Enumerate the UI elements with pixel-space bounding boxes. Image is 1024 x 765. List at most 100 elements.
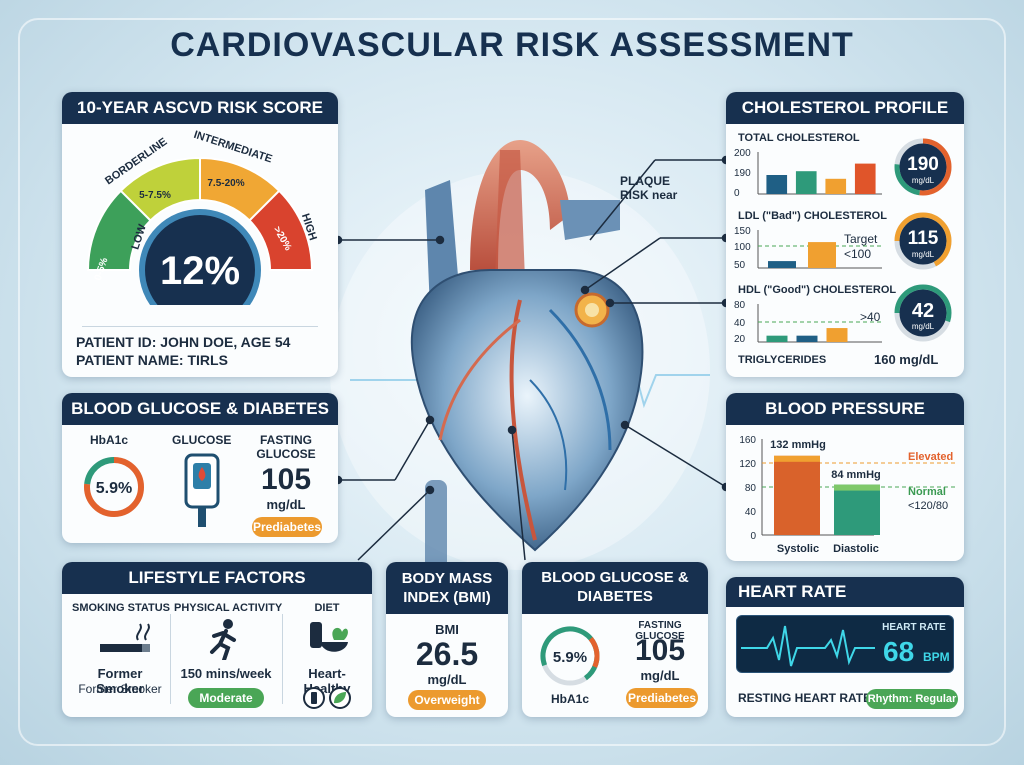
ascvd-panel: 10-YEAR ASCVD RISK SCORE 12% LOW 0-5% BO…	[62, 92, 338, 377]
chart-bar	[826, 328, 848, 342]
ascvd-header: 10-YEAR ASCVD RISK SCORE	[62, 92, 338, 124]
patient-name: PATIENT NAME: TIRLS	[76, 352, 228, 368]
triglycerides-value: 160 mg/dL	[874, 352, 939, 367]
fasting-glucose-label-center: FASTING GLUCOSE	[635, 620, 685, 642]
divider	[170, 614, 171, 704]
hdl-chart: 80 40 20	[734, 300, 882, 345]
resting-heart-rate-label: RESTING HEART RATE:	[738, 691, 876, 705]
chart-bar	[795, 171, 817, 194]
heart-rate-value: 68	[883, 636, 915, 667]
heart-rate-monitor: HEART RATE 68 BPM	[736, 615, 954, 673]
gauge-intermediate-range: 7.5-20%	[207, 178, 244, 189]
physical-activity-label: PHYSICAL ACTIVITY	[174, 602, 283, 614]
divider	[82, 326, 318, 327]
hba1c-value: 5.9%	[96, 480, 132, 497]
fasting-glucose-value: 105	[260, 463, 312, 496]
bmi-label: BMI	[435, 622, 459, 637]
running-person-icon	[210, 619, 236, 660]
chart-bar	[808, 242, 836, 268]
chart-bar	[766, 335, 788, 342]
ascvd-gauge: 12% LOW 0-5% BORDERLINE 5-7.5% INTERMEDI…	[86, 130, 319, 305]
tick-label: 80	[745, 483, 757, 494]
tick-label: 40	[734, 318, 746, 329]
systolic-value: 132 mmHg	[770, 439, 826, 451]
tick-label: 20	[734, 334, 746, 345]
tick-label: 80	[734, 300, 746, 311]
ldl-unit: mg/dL	[912, 250, 935, 259]
tick-label: 50	[734, 260, 746, 271]
divider	[282, 614, 283, 704]
healthy-food-icon	[310, 622, 348, 652]
normal-label: Normal	[908, 486, 946, 498]
hba1c-ring-center: 5.9%	[540, 626, 600, 686]
blood-pressure-chart: 160 120 80 40 0 132 mmHg 84 mmHg Systoli…	[739, 435, 956, 555]
triglycerides-label: TRIGLYCERIDES	[738, 354, 827, 366]
bmi-header: BODY MASS INDEX (BMI)	[386, 562, 508, 614]
glucose-panel-left: BLOOD GLUCOSE & DIABETES HbA1c 5.9% GLUC…	[62, 393, 338, 543]
prediabetes-badge: Prediabetes	[252, 517, 322, 537]
blood-pressure-panel: BLOOD PRESSURE 160 120 80 40 0 132 mmHg …	[726, 393, 964, 561]
tick-label: 200	[734, 148, 751, 159]
bmi-value: 26.5	[415, 636, 479, 672]
diastolic-value: 84 mmHg	[831, 469, 881, 481]
glucose-left-header: BLOOD GLUCOSE & DIABETES	[62, 393, 338, 425]
cigarette-icon	[100, 623, 150, 652]
chart-bar	[796, 335, 818, 342]
heart-rate-unit: BPM	[923, 650, 950, 664]
patient-id: PATIENT ID: JOHN DOE, AGE 54	[76, 334, 291, 350]
hba1c-ring: 5.9%	[84, 457, 144, 517]
hdl-value: 42	[912, 300, 934, 322]
tick-label: 190	[734, 168, 751, 179]
total-cholesterol-chart: 200 190 0	[734, 148, 882, 199]
glucose-label: GLUCOSE	[172, 433, 232, 447]
bmi-unit: mg/dL	[427, 672, 467, 687]
systolic-label: Systolic	[777, 543, 819, 555]
gauge-borderline-range: 5-7.5%	[139, 190, 171, 201]
chart-bar-cap	[774, 455, 820, 462]
chart-bar	[768, 261, 796, 268]
page-frame	[18, 18, 1006, 746]
blood-pressure-header: BLOOD PRESSURE	[726, 393, 964, 425]
hdl-ring: 42 mg/dL	[894, 284, 952, 342]
heart-rate-monitor-label: HEART RATE	[882, 622, 946, 633]
plaque-risk-label: PLAQUE RISK near	[620, 174, 678, 202]
ecg-line-icon	[741, 625, 875, 667]
ldl-label: LDL ("Bad") CHOLESTEROL	[738, 210, 887, 222]
physical-activity-value: 150 mins/week	[180, 666, 272, 681]
ldl-chart: 150 100 50	[734, 226, 882, 271]
ldl-value: 115	[908, 228, 939, 249]
lifestyle-header: LIFESTYLE FACTORS	[62, 562, 372, 594]
chart-bar	[834, 484, 880, 535]
lifestyle-panel: LIFESTYLE FACTORS SMOKING STATUS Former …	[62, 562, 372, 717]
hba1c-label-center: HbA1c	[550, 692, 589, 706]
moderate-badge: Moderate	[188, 688, 264, 708]
ldl-ring: 115 mg/dL	[894, 212, 952, 270]
total-cholesterol-unit: mg/dL	[912, 176, 935, 185]
rhythm-badge: Rhythm: Regular	[866, 689, 958, 709]
chart-bar	[825, 178, 847, 194]
chart-bar	[774, 455, 820, 535]
cholesterol-header: CHOLESTEROL PROFILE	[726, 92, 964, 124]
diet-label: DIET	[314, 602, 340, 614]
diastolic-label: Diastolic	[833, 543, 879, 555]
cholesterol-panel: CHOLESTEROL PROFILE TOTAL CHOLESTEROL 20…	[726, 92, 964, 377]
tick-label: 0	[734, 188, 740, 199]
chart-bar-cap	[834, 484, 880, 491]
glucose-center-header: BLOOD GLUCOSE & DIABETES	[522, 562, 708, 614]
normal-target: <120/80	[908, 500, 948, 512]
tick-label: 40	[745, 507, 757, 518]
fasting-glucose-unit-center: mg/dL	[640, 668, 680, 683]
heart-rate-panel: HEART RATE HEART RATE 68 BPM RESTING HEA…	[726, 577, 964, 717]
glucose-panel-center: BLOOD GLUCOSE & DIABETES 5.9% HbA1c FAST…	[522, 562, 708, 717]
fasting-glucose-unit: mg/dL	[266, 497, 306, 512]
gauge-segment	[248, 189, 314, 271]
tick-label: 150	[734, 226, 751, 237]
smoking-status-sub: Former Smoker	[78, 682, 162, 696]
glucose-meter-icon	[184, 453, 220, 527]
fasting-glucose-label: FASTING GLUCOSE	[256, 433, 316, 461]
total-cholesterol-ring: 190 mg/dL	[894, 138, 952, 196]
total-cholesterol-label: TOTAL CHOLESTEROL	[738, 132, 860, 144]
tick-label: 0	[750, 531, 756, 542]
page-title: CARDIOVASCULAR RISK ASSESSMENT	[170, 26, 854, 64]
ldl-target: Target <100	[844, 232, 878, 261]
